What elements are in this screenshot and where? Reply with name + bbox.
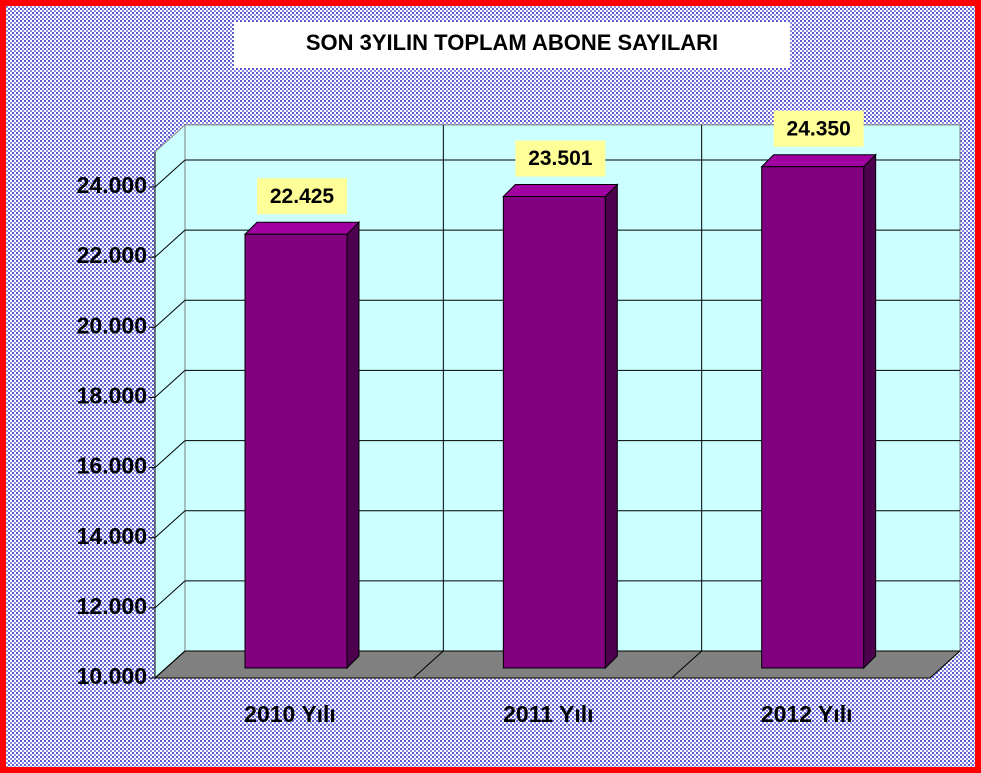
- y-tick-label: 22.000: [77, 242, 147, 268]
- chart-title: SON 3YILIN TOPLAM ABONE SAYILARI: [306, 30, 718, 55]
- bar-side: [604, 183, 618, 670]
- title-box: [234, 22, 790, 68]
- value-label: 24.350: [787, 117, 851, 140]
- bar-top: [502, 184, 619, 198]
- bar-side: [863, 153, 877, 670]
- bar-side: [346, 221, 360, 670]
- x-tick-label: 2012 Yılı: [761, 701, 853, 727]
- grid-line-side: [154, 159, 186, 188]
- y-tick-label: 14.000: [77, 523, 147, 549]
- bar: [244, 233, 348, 669]
- y-tick-label: 12.000: [77, 593, 147, 619]
- y-tick-label: 24.000: [77, 172, 147, 198]
- y-tick-label: 20.000: [77, 312, 147, 338]
- grid-line-side: [154, 370, 186, 398]
- value-label-box: [515, 140, 606, 177]
- value-label-box: [257, 178, 347, 215]
- floor-divider: [671, 650, 703, 679]
- grid-line-side: [154, 229, 186, 258]
- grid-line-side: [154, 580, 186, 609]
- x-tick-label: 2011 Yılı: [503, 701, 593, 727]
- x-tick-label: 2010 Yılı: [244, 701, 336, 727]
- bar-top: [760, 154, 877, 168]
- bar: [502, 196, 606, 669]
- y-tick-label: 18.000: [77, 383, 147, 409]
- side-wall: [154, 123, 186, 680]
- value-label-box: [773, 110, 864, 147]
- grid-line-side: [154, 510, 186, 539]
- grid-line-side: [154, 650, 186, 679]
- grid-line-side: [154, 440, 186, 468]
- y-tick-label: 16.000: [77, 453, 147, 479]
- value-label: 22.425: [270, 185, 335, 208]
- floor-divider: [412, 650, 444, 679]
- bar: [761, 166, 865, 669]
- bar-top: [243, 221, 361, 235]
- grid-line-side: [154, 299, 186, 328]
- value-label: 23.501: [528, 147, 593, 170]
- y-tick-label: 10.000: [77, 663, 147, 689]
